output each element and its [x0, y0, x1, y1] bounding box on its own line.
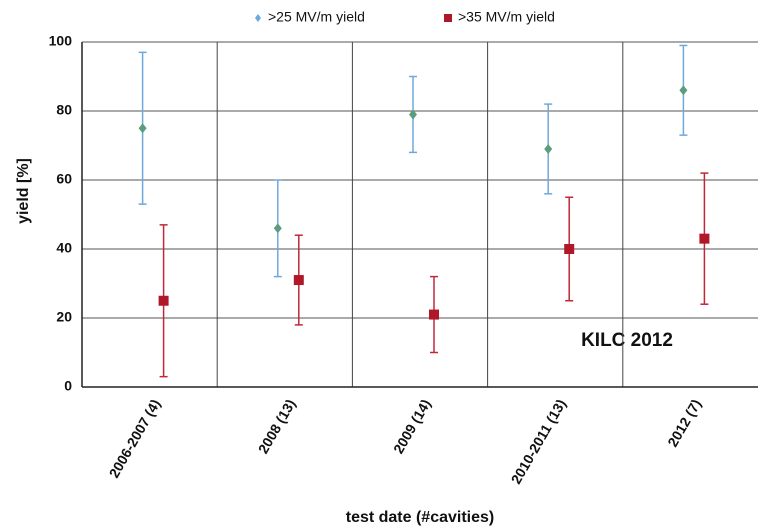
point — [138, 123, 147, 134]
point — [409, 109, 417, 120]
x-tick-label: 2010-2011 (13) — [508, 396, 569, 486]
point — [679, 85, 688, 96]
x-axis-title: test date (#cavities) — [346, 509, 495, 526]
x-tick-label: 2008 (13) — [255, 396, 299, 456]
point — [699, 233, 710, 244]
point — [544, 143, 553, 154]
point — [429, 309, 439, 320]
y-axis-title: yield [%] — [15, 158, 32, 224]
y-tick-label: 40 — [56, 240, 72, 256]
x-tick-label: 2009 (14) — [390, 396, 434, 456]
y-tick-label: 100 — [49, 33, 73, 49]
legend-marker — [444, 14, 452, 22]
x-tick-label: 2006-2007 (4) — [106, 396, 164, 480]
y-tick-label: 0 — [64, 378, 72, 394]
x-tick-label: 2012 (7) — [664, 396, 704, 449]
y-tick-label: 20 — [56, 309, 72, 325]
annotation: KILC 2012 — [581, 330, 673, 351]
legend-marker — [255, 14, 261, 22]
legend-label: >35 MV/m yield — [458, 9, 555, 25]
point — [273, 223, 282, 234]
legend-label: >25 MV/m yield — [268, 9, 365, 25]
point — [293, 275, 304, 286]
point — [158, 295, 169, 306]
point — [564, 244, 575, 254]
y-tick-label: 80 — [56, 102, 72, 118]
y-tick-label: 60 — [56, 171, 72, 187]
